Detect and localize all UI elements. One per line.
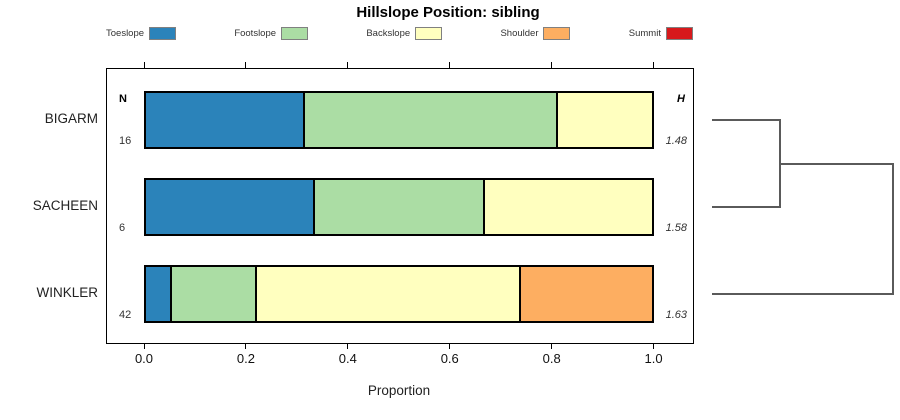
legend-swatch-backslope: [415, 26, 443, 40]
legend-item-summit: Summit: [628, 26, 693, 40]
bar-segment-backslope: [482, 180, 652, 234]
x-axis-tick-top: [449, 62, 451, 68]
x-axis-tick-bottom: [347, 343, 349, 349]
legend-item-label: Summit: [628, 27, 661, 39]
bar-segment-toeslope: [146, 180, 314, 234]
x-axis-tick-bottom: [245, 343, 247, 349]
x-axis-title: Proportion: [367, 383, 431, 398]
x-axis-tick-bottom: [449, 343, 451, 349]
x-axis-tick-top: [347, 62, 349, 68]
group-n-value: 42: [119, 309, 132, 321]
x-axis-tick-bottom: [653, 343, 655, 349]
dendrogram-link-1-2: [779, 163, 892, 165]
bar-row-winkler: [144, 265, 654, 323]
h-column-header: H: [677, 93, 685, 105]
legend-item-footslope: Footslope: [234, 26, 309, 40]
x-axis-tick-label: 0.4: [338, 351, 357, 366]
bar-segment-footslope: [302, 93, 556, 147]
n-column-header: N: [119, 93, 127, 105]
x-axis-tick-top: [551, 62, 553, 68]
x-axis-tick-label: 0.8: [542, 351, 561, 366]
dendrogram-leaf-sacheen: [712, 206, 779, 208]
x-axis-tick-bottom: [143, 343, 145, 349]
legend-item-label: Footslope: [234, 27, 277, 39]
dendrogram-join-2: [892, 163, 894, 295]
legend-swatch-footslope: [281, 26, 309, 40]
row-label-bigarm: BIGARM: [44, 111, 98, 126]
shannon-h-value: 1.63: [665, 309, 687, 321]
shannon-h-value: 1.58: [665, 222, 687, 234]
legend-swatch-shoulder: [543, 26, 571, 40]
x-axis-tick-label: 0.0: [134, 351, 154, 366]
legend-item-toeslope: Toeslope: [106, 26, 177, 40]
row-label-winkler: WINKLER: [36, 285, 98, 300]
x-axis-tick-top: [653, 62, 655, 68]
bar-row-sacheen: [144, 178, 654, 236]
bar-segment-toeslope: [146, 93, 303, 147]
legend-item-label: Toeslope: [106, 27, 145, 39]
x-axis-tick-top: [143, 62, 145, 68]
bar-segment-footslope: [313, 180, 483, 234]
bar-segment-backslope: [555, 93, 652, 147]
legend-swatch-summit: [665, 26, 693, 40]
legend-item-backslope: Backslope: [366, 26, 443, 40]
legend-item-label: Backslope: [366, 27, 411, 39]
legend-item-label: Shoulder: [500, 27, 539, 39]
group-n-value: 6: [119, 222, 126, 234]
legend-item-shoulder: Shoulder: [500, 26, 571, 40]
group-n-value: 16: [119, 135, 132, 147]
bar-segment-backslope: [255, 267, 520, 321]
bar-segment-footslope: [169, 267, 256, 321]
bar-segment-shoulder: [519, 267, 652, 321]
legend: Toeslope Footslope Backslope Shoulder Summit: [106, 25, 693, 41]
bar-row-bigarm: [144, 91, 654, 149]
bar-segment-toeslope: [146, 267, 170, 321]
dendrogram-leaf-winkler: [712, 293, 894, 295]
x-axis-tick-label: 0.6: [440, 351, 459, 366]
x-axis-tick-top: [245, 62, 247, 68]
shannon-h-value: 1.48: [665, 135, 687, 147]
dendrogram-leaf-bigarm: [712, 119, 779, 121]
plot-area: N H 0.0 0.2 0.4 0.6 0.8 1.0 16 1.48 6 1.58 42 1.63: [106, 62, 694, 366]
x-axis-tick-bottom: [551, 343, 553, 349]
x-axis-tick-label: 1.0: [644, 351, 663, 366]
row-label-sacheen: SACHEEN: [32, 198, 98, 213]
x-axis-tick-label: 0.2: [236, 351, 255, 366]
chart-title: Hillslope Position: sibling: [356, 4, 540, 21]
legend-swatch-toeslope: [149, 26, 177, 40]
